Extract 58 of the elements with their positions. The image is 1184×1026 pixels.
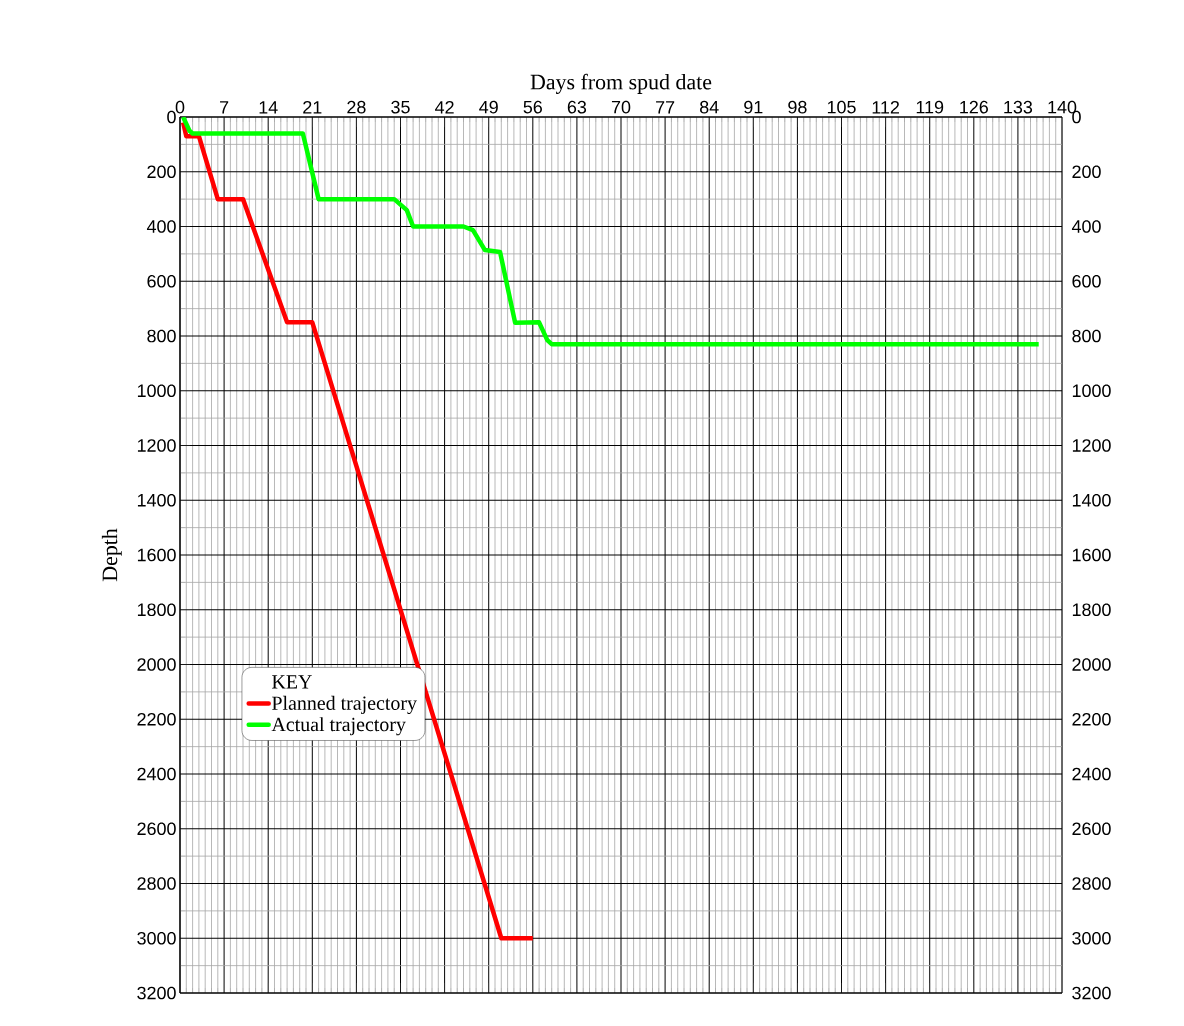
x-tick-label: 63	[567, 100, 587, 114]
y-tick-label: 2600	[137, 822, 176, 836]
x-tick-label: 0	[175, 100, 185, 114]
x-tick-label: 133	[1004, 100, 1033, 114]
y-tick-label: 2000	[137, 658, 176, 671]
x-tick-label: 84	[700, 100, 719, 114]
y2-tick-label: 3000	[1072, 931, 1111, 945]
x-tick-label: 42	[435, 100, 454, 114]
y2-tick-label: 200	[1072, 165, 1101, 179]
y-tick-label: 1200	[137, 439, 176, 452]
y-axis-title: Depth	[101, 528, 122, 582]
x-tick-label: 56	[523, 100, 542, 114]
x-tick-label: 35	[391, 100, 410, 114]
x-tick-label: 28	[347, 100, 366, 114]
legend-label: Actual trajectory	[271, 717, 406, 736]
x-tick-label: 91	[744, 100, 763, 114]
y-tick-label: 200	[147, 165, 176, 179]
x-tick-label: 126	[960, 100, 988, 114]
legend-label: Planned trajectory	[272, 695, 417, 714]
y-tick-label: 2800	[137, 877, 176, 890]
x-tick-label: 70	[611, 100, 631, 114]
y-tick-label: 1400	[137, 493, 176, 507]
x-tick-label: 105	[827, 100, 856, 114]
x-tick-label: 77	[656, 101, 675, 114]
y2-tick-label: 1800	[1072, 603, 1111, 617]
y-tick-label: 1600	[137, 548, 176, 562]
y-tick-label: 3200	[137, 986, 176, 1000]
y2-tick-label: 2000	[1072, 658, 1111, 671]
y-tick-label: 1000	[137, 384, 176, 398]
x-axis-title: Days from spud date	[530, 73, 712, 94]
y2-tick-label: 400	[1071, 220, 1101, 233]
y2-tick-label: 2400	[1072, 767, 1111, 781]
x-tick-label: 49	[479, 100, 498, 114]
x-tick-label: 21	[303, 100, 322, 114]
y2-tick-label: 600	[1072, 274, 1101, 288]
x-tick-label: 14	[259, 101, 278, 114]
x-tick-label: 7	[220, 101, 229, 114]
y-tick-label: 3000	[137, 931, 176, 945]
x-tick-label: 98	[788, 100, 807, 114]
y-tick-label: 2400	[137, 767, 176, 781]
y-tick-label: 800	[147, 329, 176, 343]
y-tick-label: 1800	[137, 603, 176, 617]
y2-tick-label: 1600	[1072, 548, 1111, 562]
y2-tick-label: 800	[1072, 329, 1101, 343]
x-tick-label: 112	[872, 100, 900, 114]
y-tick-label: 0	[167, 110, 176, 124]
y2-tick-label: 1000	[1072, 384, 1111, 398]
y2-tick-label: 1200	[1072, 439, 1111, 452]
y2-tick-label: 2600	[1072, 822, 1111, 836]
y-tick-label: 600	[147, 274, 176, 288]
legend-title: KEY	[272, 675, 312, 689]
y2-tick-label: 2200	[1072, 712, 1111, 726]
x-tick-label: 119	[916, 100, 944, 114]
y2-tick-label: 1400	[1072, 493, 1111, 507]
y2-tick-label: 3200	[1072, 986, 1111, 1000]
y2-tick-label: 2800	[1072, 877, 1111, 890]
y-tick-label: 400	[146, 220, 176, 233]
y-tick-label: 2200	[137, 712, 176, 726]
